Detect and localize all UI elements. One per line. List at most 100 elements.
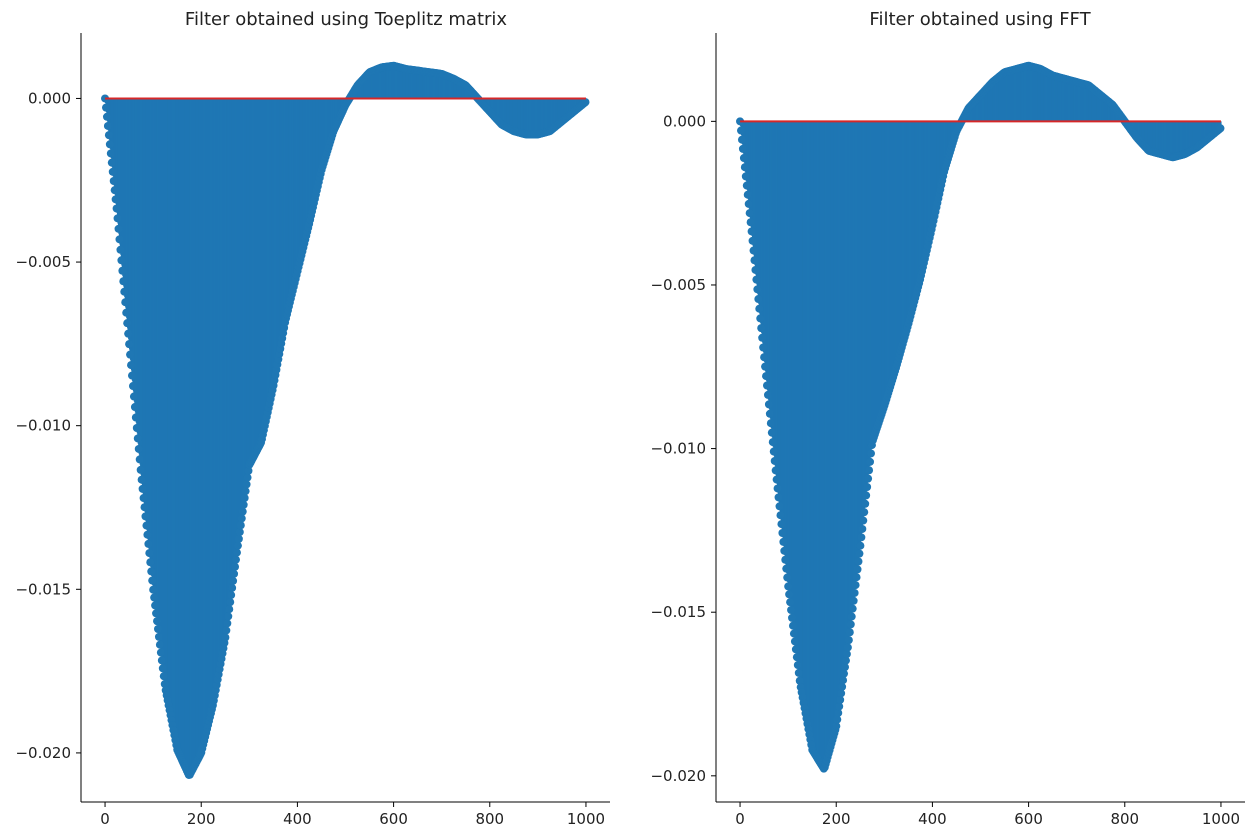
- stem-marker: [860, 508, 869, 517]
- stem-marker: [143, 530, 152, 539]
- stem-marker: [225, 605, 234, 614]
- stem-marker: [118, 266, 127, 275]
- stem-marker: [150, 593, 159, 602]
- chart-title: Filter obtained using Toeplitz matrix: [185, 9, 508, 30]
- y-tick-label: 0.000: [28, 89, 71, 107]
- stem-marker: [750, 256, 759, 265]
- stem-marker: [769, 447, 778, 456]
- x-tick-label: 800: [475, 810, 504, 828]
- x-tick-label: 200: [822, 810, 851, 828]
- stem-marker: [152, 609, 161, 618]
- stem-marker: [838, 682, 847, 691]
- stem-marker: [758, 333, 767, 342]
- stem-marker: [859, 516, 868, 525]
- stem-marker: [761, 362, 770, 371]
- stem-marker: [151, 601, 160, 610]
- x-tick-label: 0: [735, 810, 745, 828]
- stem-marker: [855, 549, 864, 558]
- stem-marker: [846, 620, 855, 629]
- stem-marker: [221, 633, 230, 642]
- stem-marker: [138, 484, 147, 493]
- stem-marker: [243, 473, 252, 482]
- stem-marker: [850, 588, 859, 597]
- stem-marker: [789, 629, 798, 638]
- stem-marker: [784, 582, 793, 591]
- y-tick-label: −0.015: [15, 580, 71, 598]
- stem-marker: [744, 199, 753, 208]
- stem-marker: [234, 534, 243, 543]
- stem-marker: [749, 246, 758, 255]
- stem-marker: [833, 715, 842, 724]
- stem-marker: [237, 514, 246, 523]
- stem-marker: [102, 112, 111, 121]
- stem-marker: [759, 343, 768, 352]
- stem-marker: [739, 154, 748, 163]
- stem-marker: [753, 285, 762, 294]
- stem-marker: [757, 324, 766, 333]
- stem-marker: [791, 645, 800, 654]
- y-tick-label: −0.010: [15, 417, 71, 435]
- stem-marker: [792, 653, 801, 662]
- stem-marker: [159, 672, 168, 681]
- stem-marker: [858, 524, 867, 533]
- x-tick-label: 600: [1014, 810, 1043, 828]
- stem-marker: [779, 537, 788, 546]
- stem-marker: [126, 350, 135, 359]
- stem-marker: [852, 573, 861, 582]
- stem-marker: [861, 499, 870, 508]
- stem-marker: [847, 612, 856, 621]
- stem-marker: [854, 557, 863, 566]
- stem-marker: [834, 708, 843, 717]
- x-tick-label: 600: [379, 810, 408, 828]
- stem-marker: [793, 661, 802, 670]
- stem-marker: [790, 637, 799, 646]
- stem-marker: [844, 636, 853, 645]
- stem-marker: [774, 493, 783, 502]
- stem-marker: [856, 541, 865, 550]
- x-tick-label: 800: [1110, 810, 1139, 828]
- y-tick-label: −0.005: [650, 276, 706, 294]
- stem-marker: [837, 689, 846, 698]
- stem-marker: [767, 428, 776, 437]
- stem-marker: [127, 361, 136, 370]
- stem-marker: [740, 163, 749, 172]
- stem-marker: [835, 702, 844, 711]
- stem-marker: [776, 511, 785, 520]
- stem-marker: [147, 567, 156, 576]
- x-tick-label: 200: [187, 810, 216, 828]
- stem-marker: [755, 304, 764, 313]
- stem-marker: [240, 493, 249, 502]
- stem-marker: [136, 465, 145, 474]
- stem-marker: [134, 444, 143, 453]
- stem-marker: [737, 126, 746, 135]
- stem-marker: [120, 287, 129, 296]
- stem-marker: [122, 308, 131, 317]
- stem-marker: [743, 190, 752, 199]
- stem-marker: [103, 121, 112, 130]
- stem-marker: [114, 224, 123, 233]
- stem-marker: [786, 598, 795, 607]
- stem-marker: [751, 265, 760, 274]
- stem-marker: [752, 275, 761, 284]
- stem-marker: [231, 562, 240, 571]
- stem-marker: [836, 695, 845, 704]
- y-tick-label: −0.020: [15, 744, 71, 762]
- stem-marker: [864, 474, 873, 483]
- stem-marker: [772, 475, 781, 484]
- stem-marker: [845, 628, 854, 637]
- stem-marker: [106, 149, 115, 158]
- stem-marker: [102, 103, 111, 112]
- stem-marker: [133, 434, 142, 443]
- stem-marker: [857, 533, 866, 542]
- stem-marker: [840, 669, 849, 678]
- stem-marker: [862, 491, 871, 500]
- stem-marker: [156, 648, 165, 657]
- stem-marker: [754, 295, 763, 304]
- stem-marker: [124, 329, 133, 338]
- stem-marker: [785, 590, 794, 599]
- stem-marker: [224, 612, 233, 621]
- stem-marker: [104, 131, 113, 140]
- y-tick-label: −0.010: [650, 440, 706, 458]
- stem-marker: [764, 400, 773, 409]
- stem-marker: [848, 604, 857, 613]
